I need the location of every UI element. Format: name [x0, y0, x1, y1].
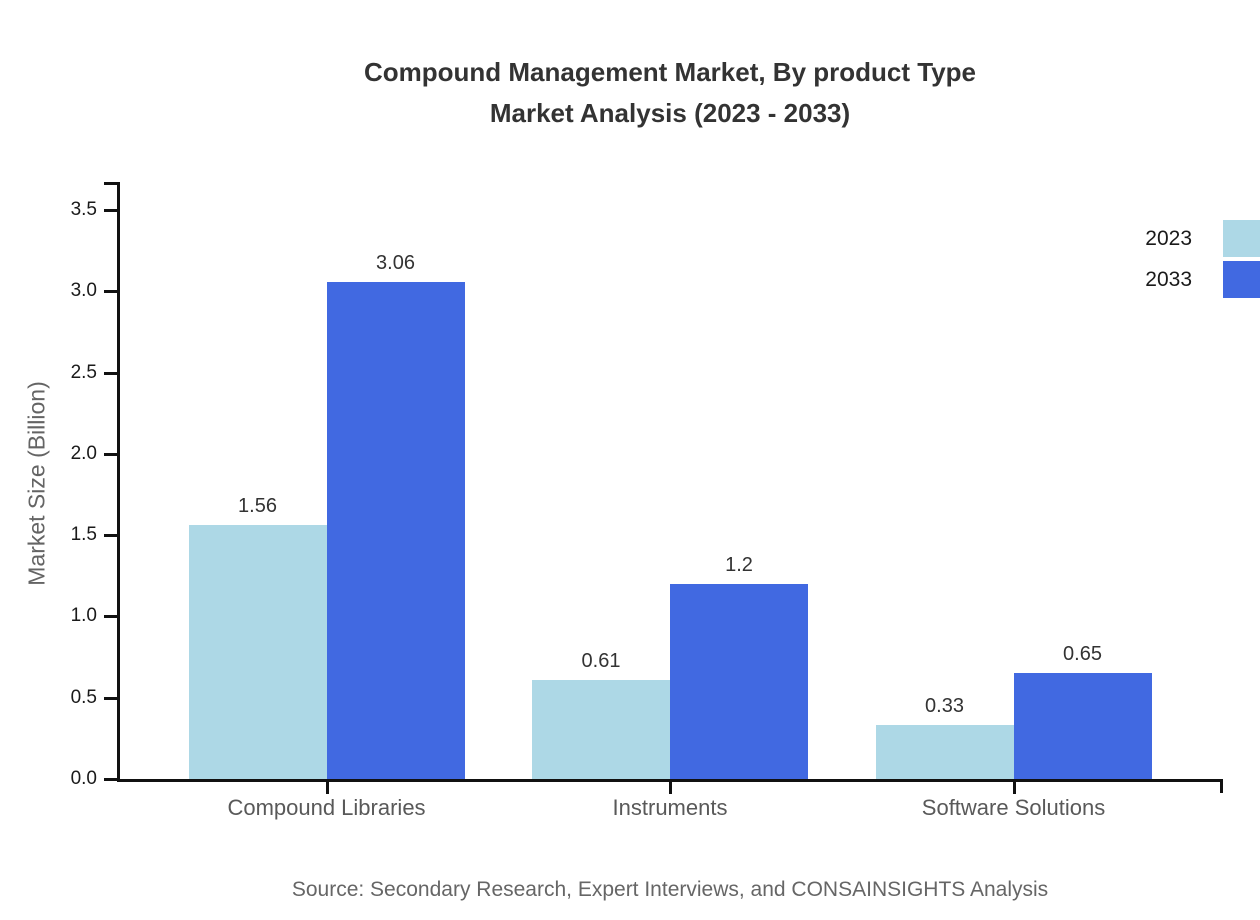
chart-title-line1: Compound Management Market, By product T…	[363, 57, 976, 87]
x-axis-spine	[117, 779, 1223, 782]
y-tick-label: 1.0	[70, 605, 97, 627]
y-tick-mark	[104, 452, 117, 456]
chart-title-line2: Market Analysis (2023 - 2033)	[489, 98, 851, 128]
y-tick-mark	[104, 615, 117, 619]
y-tick-label: 2.5	[70, 361, 97, 383]
y-tick-mark	[104, 778, 117, 781]
legend-label-2033: 2033	[1145, 267, 1192, 291]
bar-2033-0	[326, 281, 465, 779]
y-tick-mark	[104, 534, 117, 538]
y-tick-label: 0.5	[70, 686, 97, 708]
bar-2033-1	[670, 583, 808, 779]
category-label: Software Solutions	[921, 795, 1106, 820]
chart-title: Compound Management Market, By product T…	[118, 52, 1222, 134]
y-tick-label: 3.0	[70, 280, 97, 302]
bar-2023-2	[875, 725, 1014, 779]
y-tick-mark	[104, 696, 117, 700]
bar-value-label: 3.06	[376, 251, 415, 274]
bar-2023-0	[188, 525, 327, 779]
category-label: Instruments	[612, 795, 728, 820]
bar-2033-2	[1013, 673, 1152, 779]
bar-value-label: 0.33	[925, 695, 964, 718]
x-tick-mark	[669, 781, 672, 794]
bar-value-label: 0.65	[1063, 643, 1102, 666]
y-tick-label: 3.5	[70, 199, 97, 220]
bar-value-label: 1.56	[238, 495, 277, 518]
x-tick-mark	[325, 781, 329, 794]
y-axis-spine	[117, 182, 120, 782]
legend-swatch-2033	[1223, 261, 1260, 298]
y-tick-label: 1.5	[70, 524, 97, 546]
bar-2023-1	[532, 679, 670, 779]
y-axis-end-tick	[104, 182, 117, 185]
y-tick-mark	[104, 209, 117, 212]
y-tick-mark	[104, 371, 117, 375]
bar-value-label: 1.2	[725, 553, 753, 576]
x-axis-end-tick	[1220, 780, 1223, 793]
y-tick-label: 0.0	[70, 768, 97, 789]
legend-swatch-2023	[1223, 220, 1260, 257]
legend-label-2023: 2023	[1145, 226, 1192, 250]
category-label: Compound Libraries	[227, 795, 426, 820]
y-tick-label: 2.0	[70, 442, 97, 464]
y-axis-title: Market Size (Billion)	[23, 381, 50, 586]
source-caption: Source: Secondary Research, Expert Inter…	[291, 878, 1049, 901]
x-tick-mark	[1012, 781, 1016, 794]
bar-value-label: 0.61	[581, 649, 621, 672]
y-tick-mark	[104, 290, 117, 294]
